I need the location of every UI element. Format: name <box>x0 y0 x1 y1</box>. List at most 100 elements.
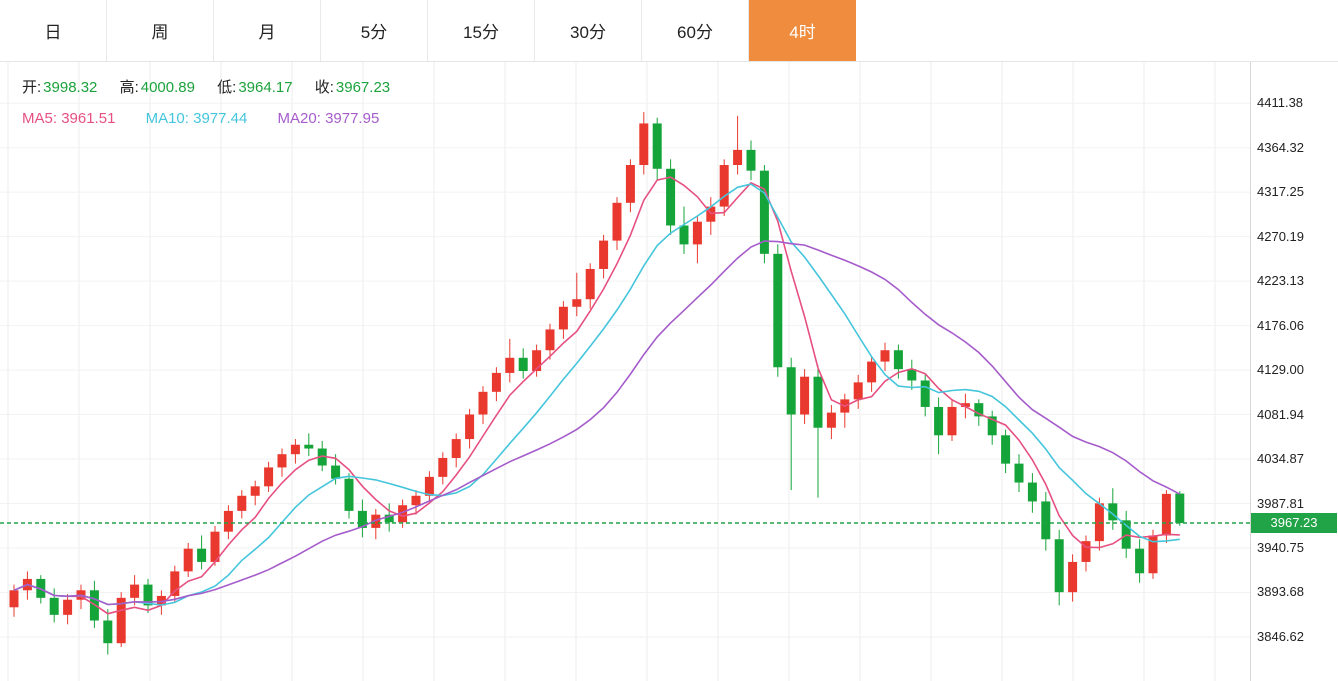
candle <box>907 369 917 381</box>
candle <box>652 123 662 169</box>
tab-15分[interactable]: 15分 <box>428 0 535 61</box>
candle <box>290 444 300 455</box>
price-axis: 4411.38 4364.32 4317.25 4270.19 4223.13 4176.… <box>1250 62 1338 681</box>
candle <box>424 476 434 496</box>
candle <box>465 414 475 440</box>
candle <box>1014 463 1024 483</box>
grid-layer <box>0 62 1250 681</box>
price-axis-label: 4317.25 <box>1257 184 1304 200</box>
price-axis-label: 4129.00 <box>1257 362 1304 378</box>
candle <box>116 597 126 644</box>
candle <box>666 168 676 226</box>
candle <box>1108 503 1118 521</box>
candle <box>130 584 140 598</box>
candle <box>264 467 274 487</box>
candle <box>170 571 180 596</box>
candle <box>371 514 381 528</box>
candle <box>197 548 207 562</box>
candle <box>1161 493 1171 536</box>
price-axis-label: 4270.19 <box>1257 228 1304 244</box>
candle <box>344 478 354 511</box>
candle <box>853 382 863 400</box>
candle <box>880 350 890 362</box>
price-axis-label: 3846.62 <box>1257 628 1304 644</box>
candle <box>786 367 796 415</box>
tab-4时[interactable]: 4时 <box>749 0 856 61</box>
candle <box>9 590 19 608</box>
price-axis-label: 3940.75 <box>1257 539 1304 555</box>
candle <box>692 221 702 245</box>
timeframe-toolbar: 日周月 5分 15分 30分 60分 4时 <box>0 0 1338 62</box>
candle <box>893 350 903 370</box>
candle <box>357 510 367 528</box>
candle <box>719 165 729 207</box>
price-axis-label: 4411.38 <box>1257 95 1304 111</box>
candle <box>1001 435 1011 464</box>
candle <box>960 403 970 407</box>
chart-area: 开: 3998.32 高: 4000.89 低: 3964.17 收: 3967.23 … <box>0 62 1338 681</box>
tab-月[interactable]: 月 <box>214 0 321 61</box>
candle <box>920 380 930 407</box>
ma20-line <box>13 240 1181 606</box>
candle <box>49 597 59 615</box>
price-axis-label: 3893.68 <box>1257 584 1304 600</box>
price-axis-label: 4034.87 <box>1257 451 1304 467</box>
candle <box>572 299 582 307</box>
candle <box>1148 535 1158 574</box>
candle <box>1081 541 1091 562</box>
candle <box>800 376 810 415</box>
candle <box>612 202 622 241</box>
price-axis-label: 4081.94 <box>1257 406 1304 422</box>
candle <box>63 599 73 615</box>
candle <box>223 510 233 532</box>
candle <box>639 123 649 166</box>
candle <box>599 240 609 269</box>
candle <box>518 357 528 372</box>
candle <box>625 165 635 203</box>
candle <box>491 372 501 392</box>
candle <box>250 486 260 496</box>
candle <box>773 253 783 368</box>
tab-5分[interactable]: 5分 <box>321 0 428 61</box>
price-axis-label: 4223.13 <box>1257 273 1304 289</box>
candle <box>1054 539 1064 593</box>
candle <box>1041 501 1051 540</box>
candle <box>478 391 488 415</box>
tab-周[interactable]: 周 <box>107 0 214 61</box>
candle <box>679 225 689 245</box>
candle <box>411 495 421 506</box>
candle <box>558 306 568 330</box>
candle <box>947 406 957 436</box>
candle <box>974 403 984 417</box>
candle <box>585 268 595 300</box>
ma10-line <box>13 183 1180 606</box>
candle <box>210 531 220 562</box>
candle <box>987 416 997 436</box>
candlestick-chart[interactable] <box>0 62 1250 681</box>
candle <box>505 357 515 373</box>
candle <box>934 406 944 436</box>
candle <box>1027 482 1037 502</box>
candle <box>733 149 743 166</box>
candle <box>398 505 408 523</box>
price-axis-label: 3987.81 <box>1257 495 1304 511</box>
tab-60分[interactable]: 60分 <box>642 0 749 61</box>
candle <box>143 584 153 606</box>
candle <box>331 465 341 479</box>
candle <box>304 444 314 449</box>
candle <box>317 448 327 466</box>
candle <box>277 454 287 468</box>
candle <box>867 361 877 383</box>
tab-30分[interactable]: 30分 <box>535 0 642 61</box>
candle <box>813 376 823 428</box>
price-axis-label: 4364.32 <box>1257 139 1304 155</box>
candle <box>451 439 461 458</box>
price-axis-label: 4176.06 <box>1257 317 1304 333</box>
tab-日[interactable]: 日 <box>0 0 107 61</box>
candle <box>183 548 193 572</box>
ma5-line <box>13 176 1180 615</box>
candle <box>545 329 555 351</box>
candles-layer <box>9 112 1185 655</box>
candle <box>384 514 394 523</box>
candle <box>438 457 448 477</box>
